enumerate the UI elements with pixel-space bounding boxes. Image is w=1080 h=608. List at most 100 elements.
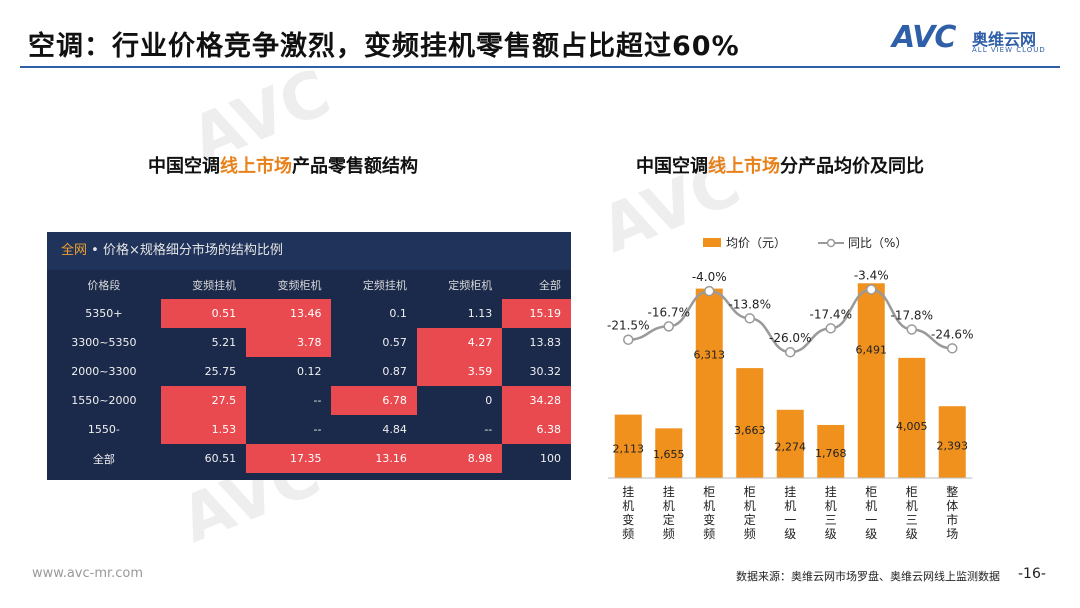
bar-value-label: 2,113	[613, 443, 645, 456]
page-number: -16-	[1018, 566, 1046, 582]
bar-value-label: 2,393	[937, 439, 969, 452]
bar	[655, 428, 683, 478]
bar-value-label: 1,655	[653, 448, 685, 461]
table-cell: --	[313, 423, 322, 436]
table-cell: 13.83	[529, 336, 562, 349]
table-row: 1550~2000 27.5 -- 6.78 0 34.28	[47, 386, 571, 415]
x-tick-label: 变	[622, 512, 634, 527]
yoy-value-label: -13.8%	[729, 297, 771, 311]
bar	[938, 406, 966, 478]
right-subtitle: 中国空调线上市场分产品均价及同比	[636, 152, 924, 178]
yoy-point	[866, 284, 877, 295]
avg-price-chart: 均价（元） 同比（%） 2,113 1,655 6,313 3,663 2,274 1,768…	[607, 236, 973, 541]
x-tick-label: 柜	[703, 485, 715, 499]
x-tick-label: 机	[663, 499, 675, 513]
column-header: 定频柜机	[448, 278, 493, 292]
x-tick-label: 级	[784, 527, 796, 541]
legend-line-label: 同比（%）	[848, 236, 907, 250]
x-tick-label: 三	[906, 513, 918, 527]
x-tick-label: 挂	[622, 485, 634, 499]
table-cell: 0.87	[382, 365, 407, 378]
x-tick-label: 定	[744, 512, 756, 527]
table-cell: 3.59	[416, 357, 503, 386]
bar-value-label: 2,274	[775, 441, 807, 454]
column-header: 变频柜机	[277, 278, 322, 292]
right-subtitle-post: 分产品均价及同比	[780, 156, 924, 177]
avc-logo: AVC 奥维云网 ALL VIEW CLOUD	[892, 20, 1062, 58]
table-header-row: 价格段 变频挂机 变频柜机 定频挂机 定频柜机 全部	[47, 270, 571, 299]
x-tick-label: 定	[663, 512, 675, 527]
x-tick-label: 场	[946, 527, 958, 541]
table-cell: 4.27	[416, 328, 503, 357]
column-header: 全部	[539, 278, 561, 292]
x-tick-label: 挂	[784, 485, 796, 499]
table-cell: 3300~5350	[71, 336, 137, 349]
table-cell: 6.78	[331, 386, 417, 415]
table-title-rest: • 价格×规格细分市场的结构比例	[87, 243, 283, 258]
x-tick-label: 柜	[865, 485, 877, 499]
table-cell: 3.78	[246, 328, 332, 357]
table-cell: 1.53	[160, 415, 247, 444]
table-row: 3300~5350 5.21 3.78 0.57 4.27 13.83	[47, 328, 571, 357]
bar-value-label: 6,313	[694, 349, 726, 362]
bar	[898, 357, 926, 478]
table-cell: 0.57	[382, 336, 407, 349]
left-subtitle-post: 产品零售额结构	[292, 156, 418, 177]
x-tick-label: 级	[825, 527, 837, 541]
legend-bar-label: 均价（元）	[726, 236, 786, 250]
logo-en-text: ALL VIEW CLOUD	[972, 46, 1046, 54]
x-tick-label: 级	[906, 527, 918, 541]
x-tick-label: 频	[744, 527, 756, 541]
bar-value-label: 3,663	[734, 424, 766, 437]
table-cell: 5.21	[211, 336, 237, 349]
yoy-value-label: -16.7%	[648, 305, 690, 319]
right-subtitle-highlight: 线上市场	[708, 156, 780, 177]
bar-value-label: 1,768	[815, 447, 847, 460]
x-tick-label: 变	[703, 512, 715, 527]
bar	[614, 414, 642, 478]
table-cell: 15.19	[502, 299, 571, 328]
x-tick-label: 市	[946, 512, 958, 527]
column-header: 价格段	[87, 278, 121, 292]
table-cell: 30.32	[529, 365, 562, 378]
table-row: 5350+ 0.51 13.46 0.1 1.13 15.19	[47, 299, 571, 328]
table-cell: 25.75	[204, 365, 237, 378]
x-tick-label: 挂	[825, 485, 837, 499]
title-divider	[20, 66, 1060, 68]
yoy-value-label: -21.5%	[607, 319, 649, 333]
x-tick-label: 机	[865, 499, 877, 513]
bar	[857, 283, 885, 478]
x-tick-label: 机	[784, 499, 796, 513]
table-row: 2000~3300 25.75 0.12 0.87 3.59 30.32	[47, 357, 571, 386]
x-tick-label: 频	[622, 527, 634, 541]
bar	[736, 368, 764, 478]
table-cell: 0.1	[389, 307, 407, 320]
x-tick-label: 机	[825, 499, 837, 513]
table-cell: 6.38	[502, 415, 571, 444]
yoy-point	[825, 323, 836, 334]
table-cell: 1550~2000	[71, 394, 137, 407]
x-tick-label: 柜	[744, 485, 756, 499]
structure-table-panel: 全网 • 价格×规格细分市场的结构比例 价格段 变频挂机 变频柜机 定频挂机 定…	[47, 232, 571, 480]
footer-source: 数据来源：奥维云网市场罗盘、奥维云网线上监测数据	[736, 570, 1000, 583]
table-cell: 27.5	[160, 386, 247, 415]
page-title: 空调：行业价格竞争激烈，变频挂机零售额占比超过60%	[28, 31, 740, 62]
x-tick-label: 挂	[663, 485, 675, 499]
table-row: 全部 60.51 17.35 13.16 8.98 100	[47, 444, 571, 473]
yoy-value-label: -24.6%	[931, 327, 973, 341]
table-cell: 13.46	[246, 299, 332, 328]
yoy-point	[744, 313, 755, 324]
x-tick-label: 柜	[906, 485, 918, 499]
right-subtitle-pre: 中国空调	[636, 156, 708, 177]
table-cell: 0.12	[296, 365, 322, 378]
yoy-point	[704, 285, 715, 297]
table-cell: 2000~3300	[71, 365, 137, 378]
table-cell: 13.16	[331, 444, 417, 473]
logo-cn-text: 奥维云网	[972, 30, 1037, 49]
x-tick-label: 体	[946, 499, 958, 513]
table-cell: --	[313, 394, 322, 407]
table-cell: 1.13	[467, 307, 493, 320]
legend-bar-swatch	[703, 238, 721, 247]
x-tick-label: 机	[906, 499, 918, 513]
yoy-value-label: -3.4%	[854, 268, 889, 282]
